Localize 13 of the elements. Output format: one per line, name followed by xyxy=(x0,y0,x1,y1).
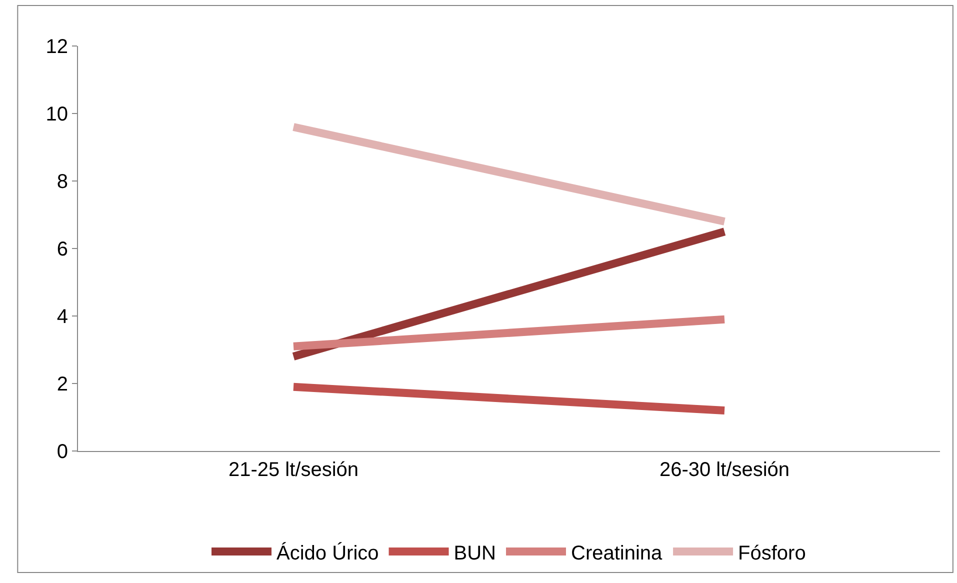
y-tick-label: 12 xyxy=(46,36,68,58)
y-tick-label: 4 xyxy=(56,306,68,328)
y-tick-label: 0 xyxy=(56,441,68,463)
y-tick-label: 10 xyxy=(46,104,68,126)
legend-label: Ácido Úrico xyxy=(276,541,379,564)
y-tick-label: 8 xyxy=(56,171,68,193)
legend-label: BUN xyxy=(454,542,496,564)
y-tick-label: 6 xyxy=(56,238,68,260)
legend-label: Fósforo xyxy=(738,542,806,564)
y-tick-label: 2 xyxy=(56,374,68,396)
x-tick-label: 26-30 lt/sesión xyxy=(659,459,790,481)
legend-label: Creatinina xyxy=(571,542,664,564)
x-tick-label: 21-25 lt/sesión xyxy=(228,459,359,481)
